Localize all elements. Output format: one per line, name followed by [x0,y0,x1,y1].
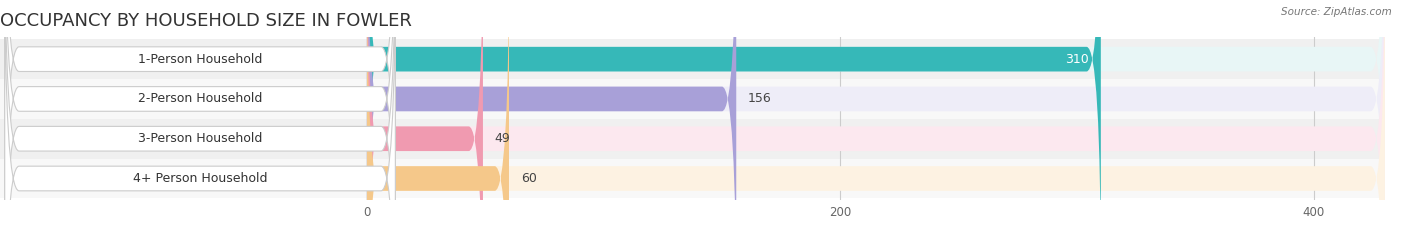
Text: 49: 49 [495,132,510,145]
FancyBboxPatch shape [367,0,1385,233]
Text: 2-Person Household: 2-Person Household [138,93,263,106]
FancyBboxPatch shape [0,159,1385,198]
FancyBboxPatch shape [4,0,395,233]
FancyBboxPatch shape [367,0,1101,233]
FancyBboxPatch shape [0,119,1385,159]
Text: Source: ZipAtlas.com: Source: ZipAtlas.com [1281,7,1392,17]
FancyBboxPatch shape [367,0,482,233]
Text: 60: 60 [520,172,537,185]
FancyBboxPatch shape [4,0,395,233]
Text: 4+ Person Household: 4+ Person Household [132,172,267,185]
FancyBboxPatch shape [367,0,1385,233]
Text: 310: 310 [1066,53,1090,66]
FancyBboxPatch shape [0,39,1385,79]
Text: 1-Person Household: 1-Person Household [138,53,263,66]
FancyBboxPatch shape [0,79,1385,119]
FancyBboxPatch shape [367,0,1385,233]
FancyBboxPatch shape [367,0,737,233]
FancyBboxPatch shape [367,0,1385,233]
Text: 156: 156 [748,93,772,106]
Text: OCCUPANCY BY HOUSEHOLD SIZE IN FOWLER: OCCUPANCY BY HOUSEHOLD SIZE IN FOWLER [0,12,412,30]
FancyBboxPatch shape [4,0,395,233]
Text: 3-Person Household: 3-Person Household [138,132,263,145]
FancyBboxPatch shape [367,0,509,233]
FancyBboxPatch shape [4,0,395,233]
